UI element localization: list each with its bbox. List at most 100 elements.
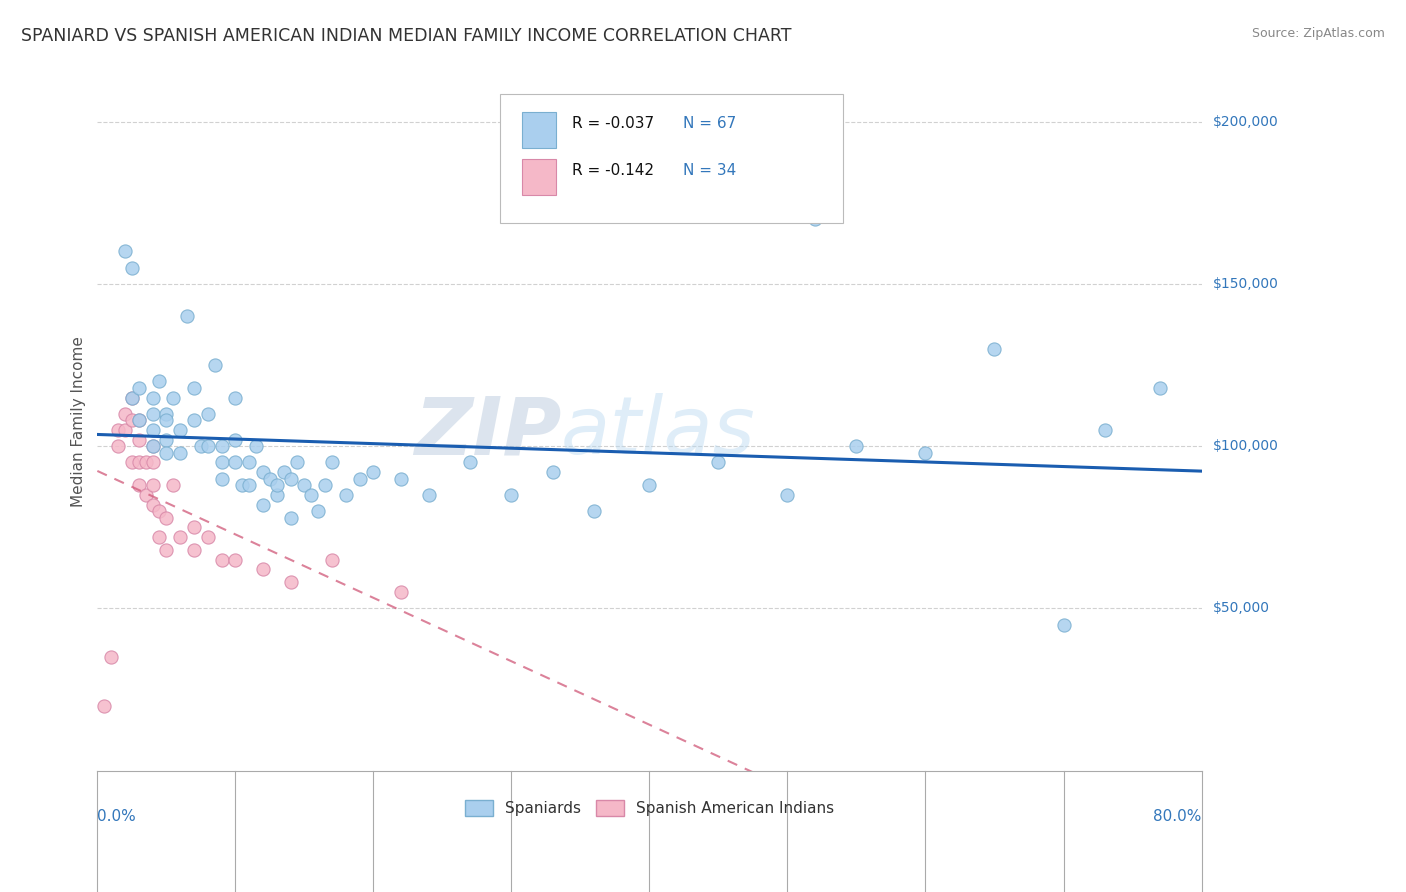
- Point: [190, 439, 212, 453]
- Point: [638, 478, 661, 492]
- Point: [321, 553, 343, 567]
- Text: 80.0%: 80.0%: [1153, 809, 1202, 824]
- Point: [914, 445, 936, 459]
- Point: [266, 478, 288, 492]
- Point: [155, 445, 177, 459]
- Point: [707, 455, 730, 469]
- Point: [142, 439, 165, 453]
- Point: [211, 472, 233, 486]
- Point: [142, 498, 165, 512]
- Point: [114, 407, 136, 421]
- Point: [169, 445, 191, 459]
- Point: [197, 439, 219, 453]
- Point: [1094, 423, 1116, 437]
- Point: [259, 472, 281, 486]
- Point: [299, 488, 322, 502]
- Point: [128, 455, 150, 469]
- Point: [135, 488, 157, 502]
- Point: [273, 465, 295, 479]
- Point: [292, 478, 315, 492]
- Point: [162, 391, 184, 405]
- Text: $50,000: $50,000: [1212, 601, 1270, 615]
- Text: atlas: atlas: [561, 393, 756, 471]
- Point: [142, 391, 165, 405]
- Point: [238, 455, 260, 469]
- Point: [128, 381, 150, 395]
- Text: $150,000: $150,000: [1212, 277, 1278, 291]
- Point: [231, 478, 253, 492]
- Point: [197, 407, 219, 421]
- Point: [804, 212, 827, 227]
- FancyBboxPatch shape: [523, 112, 555, 148]
- Text: $200,000: $200,000: [1212, 115, 1278, 128]
- Text: 0.0%: 0.0%: [97, 809, 136, 824]
- Text: ZIP: ZIP: [413, 393, 561, 471]
- Point: [155, 543, 177, 558]
- Text: SPANIARD VS SPANISH AMERICAN INDIAN MEDIAN FAMILY INCOME CORRELATION CHART: SPANIARD VS SPANISH AMERICAN INDIAN MEDI…: [21, 27, 792, 45]
- Point: [121, 455, 143, 469]
- Point: [183, 381, 205, 395]
- Point: [363, 465, 385, 479]
- Point: [583, 504, 606, 518]
- Point: [121, 260, 143, 275]
- Point: [114, 423, 136, 437]
- Point: [541, 465, 564, 479]
- Point: [845, 439, 868, 453]
- Point: [148, 374, 170, 388]
- Point: [307, 504, 329, 518]
- Point: [280, 510, 302, 524]
- Point: [335, 488, 357, 502]
- Point: [148, 504, 170, 518]
- Point: [211, 455, 233, 469]
- Point: [128, 413, 150, 427]
- Text: Source: ZipAtlas.com: Source: ZipAtlas.com: [1251, 27, 1385, 40]
- Point: [224, 433, 246, 447]
- Point: [266, 488, 288, 502]
- Point: [114, 244, 136, 259]
- Text: R = -0.037: R = -0.037: [572, 116, 654, 131]
- Point: [176, 310, 198, 324]
- Point: [155, 510, 177, 524]
- Point: [121, 391, 143, 405]
- Point: [148, 530, 170, 544]
- Point: [1149, 381, 1171, 395]
- Point: [983, 342, 1005, 356]
- Point: [389, 472, 412, 486]
- Point: [142, 423, 165, 437]
- Point: [224, 391, 246, 405]
- Point: [252, 465, 274, 479]
- Text: N = 67: N = 67: [682, 116, 735, 131]
- Point: [458, 455, 481, 469]
- Point: [501, 488, 523, 502]
- Point: [142, 455, 165, 469]
- FancyBboxPatch shape: [523, 160, 555, 195]
- Point: [197, 530, 219, 544]
- Point: [389, 585, 412, 599]
- Point: [128, 413, 150, 427]
- Point: [93, 698, 115, 713]
- Point: [211, 439, 233, 453]
- Point: [107, 439, 129, 453]
- Point: [155, 433, 177, 447]
- Point: [142, 407, 165, 421]
- Point: [418, 488, 440, 502]
- Point: [121, 391, 143, 405]
- Point: [155, 413, 177, 427]
- Point: [252, 562, 274, 576]
- Point: [100, 650, 122, 665]
- Point: [314, 478, 336, 492]
- Point: [211, 553, 233, 567]
- Point: [204, 358, 226, 372]
- Point: [321, 455, 343, 469]
- Text: R = -0.142: R = -0.142: [572, 163, 654, 178]
- Point: [169, 423, 191, 437]
- Point: [349, 472, 371, 486]
- Point: [776, 488, 799, 502]
- Point: [252, 498, 274, 512]
- Legend: Spaniards, Spanish American Indians: Spaniards, Spanish American Indians: [458, 794, 839, 822]
- Point: [183, 520, 205, 534]
- Point: [287, 455, 309, 469]
- Y-axis label: Median Family Income: Median Family Income: [72, 336, 86, 508]
- Point: [142, 478, 165, 492]
- Point: [280, 575, 302, 590]
